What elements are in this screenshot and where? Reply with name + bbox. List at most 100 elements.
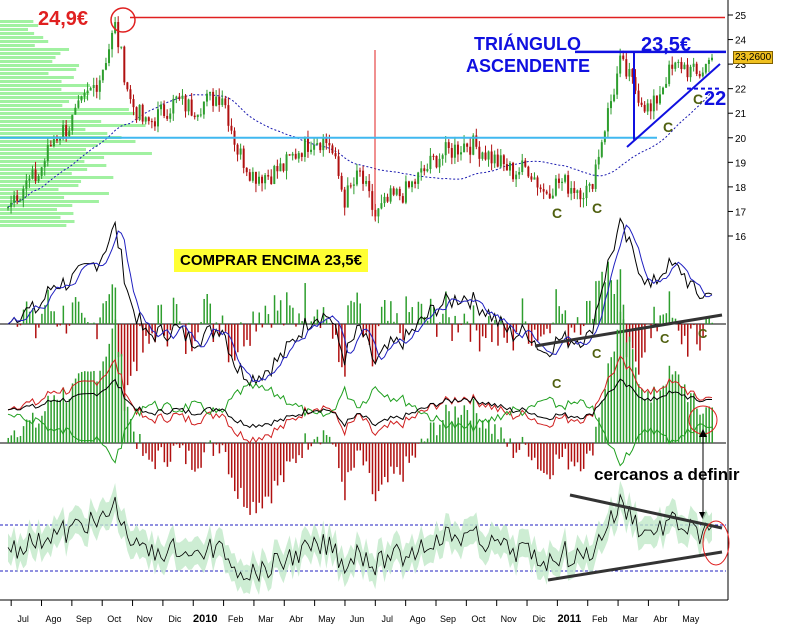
candle-body <box>114 22 117 33</box>
macd-histogram-bar <box>439 322 441 324</box>
macd-histogram-bar <box>16 324 19 327</box>
macd-histogram-bar <box>546 324 548 329</box>
macd-histogram-bar <box>53 311 55 324</box>
candle-body <box>319 143 322 151</box>
candle-body <box>273 166 276 185</box>
dmi-histogram-bar <box>387 443 389 483</box>
candle-body <box>68 130 71 137</box>
x-tick-label: 2011 <box>557 613 581 625</box>
candle-body <box>196 114 199 118</box>
volume-profile-bar <box>0 116 74 119</box>
volume-profile-bar <box>0 188 59 191</box>
macd-histogram-bar <box>705 317 707 324</box>
candle-body <box>221 98 224 105</box>
volume-profile-bar <box>0 88 62 91</box>
candle-body <box>55 139 58 141</box>
candle-body <box>22 188 25 200</box>
c-mark: C <box>660 331 670 346</box>
candle-body <box>251 171 254 181</box>
macd-histogram-bar <box>344 324 346 377</box>
macd-histogram-bar <box>576 317 579 324</box>
c-mark: C <box>592 346 602 361</box>
dmi-histogram-bar <box>136 443 138 449</box>
macd-histogram-bar <box>503 324 505 338</box>
candle-body <box>62 125 65 139</box>
candle-body <box>300 153 303 157</box>
macd-histogram-bar <box>28 311 31 324</box>
dmi-histogram-bar <box>25 419 28 443</box>
dmi-histogram-bar <box>142 443 144 456</box>
c-mark: C <box>552 205 562 221</box>
y-tick-label: 25 <box>735 11 747 22</box>
candle-body <box>701 72 704 77</box>
dmi-histogram-bar <box>178 443 181 448</box>
candle-body <box>80 96 83 101</box>
dmi-histogram-bar <box>160 443 163 448</box>
macd-histogram-bar <box>50 311 52 324</box>
dmi-plus-line <box>7 355 713 444</box>
x-tick-label: 2010 <box>193 613 217 625</box>
macd-histogram-bar <box>463 313 466 324</box>
macd-histogram-bar <box>665 313 668 324</box>
dmi-histogram-bar <box>298 443 300 456</box>
candle-body <box>404 181 407 203</box>
candle-body <box>542 189 545 192</box>
macd-histogram-bar <box>289 305 291 324</box>
macd-histogram-bar <box>353 302 355 324</box>
candle-body <box>104 63 107 70</box>
volume-profile-bar <box>0 96 88 99</box>
candle-body <box>101 69 104 81</box>
candle-body <box>671 64 674 69</box>
candle-body <box>662 87 665 95</box>
macd-histogram-bar <box>451 324 453 341</box>
candle-body <box>120 46 123 48</box>
dmi-histogram-bar <box>567 443 570 470</box>
macd-histogram-bar <box>368 324 371 345</box>
dmi-histogram-bar <box>139 434 141 443</box>
candle-body <box>46 145 49 162</box>
macd-histogram-bar <box>530 324 533 346</box>
macd-histogram-bar <box>561 313 564 324</box>
candle-body <box>613 94 616 102</box>
candle-body <box>536 177 539 188</box>
volume-profile-bar <box>0 192 109 195</box>
candle-body <box>117 22 120 48</box>
rsi-upper-trend-line <box>569 493 723 530</box>
macd-histogram-bar <box>142 324 144 353</box>
macd-histogram-bar <box>282 324 285 326</box>
dmi-histogram-bar <box>218 443 221 454</box>
macd-histogram-bar <box>524 321 527 324</box>
dmi-histogram-bar <box>494 424 496 443</box>
candle-body <box>389 188 392 202</box>
macd-histogram-bar <box>460 324 463 325</box>
volume-profile-bar <box>0 216 61 219</box>
x-tick-label: Feb <box>592 614 608 624</box>
candle-body <box>65 125 68 137</box>
candle-body <box>135 107 138 120</box>
macd-histogram-bar <box>491 324 493 343</box>
moving-average-line <box>7 91 713 208</box>
candle-body <box>481 152 484 159</box>
macd-histogram-bar <box>436 324 438 337</box>
candle-body <box>453 144 456 158</box>
macd-histogram-bar <box>677 324 680 331</box>
dmi-histogram-bar <box>304 433 306 443</box>
candle-body <box>698 73 701 77</box>
macd-histogram-bar <box>641 324 643 358</box>
candle-body <box>591 184 594 189</box>
candle-body <box>472 135 475 155</box>
dmi-histogram-bar <box>344 443 346 501</box>
dmi-histogram-bar <box>699 414 701 443</box>
macd-histogram-bar <box>120 324 123 357</box>
macd-histogram-bar <box>108 294 111 324</box>
x-tick-label: Nov <box>137 614 154 624</box>
macd-histogram-bar <box>429 298 432 324</box>
dmi-histogram-bar <box>145 443 147 454</box>
volume-profile-bar <box>0 52 61 55</box>
dmi-histogram-bar <box>356 443 358 451</box>
macd-histogram-bar <box>696 324 698 345</box>
y-tick-label: 18 <box>735 183 747 194</box>
dmi-histogram-bar <box>558 443 560 459</box>
macd-histogram-bar <box>246 324 248 340</box>
macd-histogram-bar <box>668 291 671 324</box>
